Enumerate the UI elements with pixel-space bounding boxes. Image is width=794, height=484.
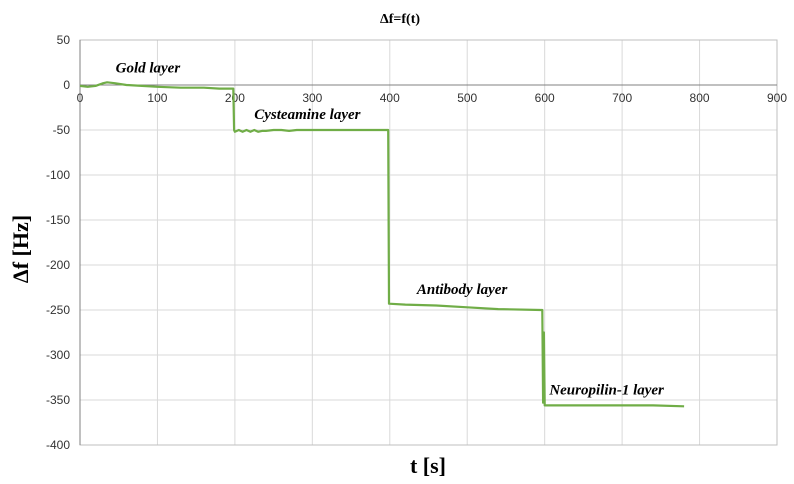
- y-tick-label: -50: [53, 123, 71, 137]
- x-axis-title: t [s]: [410, 453, 446, 478]
- y-tick-label: -350: [46, 393, 70, 407]
- annotation-label: Antibody layer: [416, 282, 508, 298]
- x-tick-label: 900: [767, 91, 787, 105]
- plot-area-border: [79, 39, 778, 446]
- x-tick-label: 700: [612, 91, 632, 105]
- y-tick-label: -150: [46, 213, 70, 227]
- x-tick-label: 100: [147, 91, 167, 105]
- y-tick-label: -400: [46, 438, 70, 452]
- x-tick-labels: 0 100 200 300 400 500 600 700 800 900: [77, 91, 788, 105]
- y-tick-label: -200: [46, 258, 70, 272]
- x-tick-label: 0: [77, 91, 84, 105]
- y-axis-title: Δf [Hz]: [8, 215, 33, 283]
- y-tick-label: 50: [57, 33, 71, 47]
- y-tick-label: -300: [46, 348, 70, 362]
- annotation-label: Neuropilin-1 layer: [548, 383, 664, 399]
- x-tick-label: 300: [302, 91, 322, 105]
- series-line: [79, 81, 685, 408]
- annotations: Gold layer Cysteamine layer Antibody layer…: [116, 60, 664, 398]
- series-group: [79, 81, 685, 408]
- x-tick-label: 500: [457, 91, 477, 105]
- x-tick-label: 800: [690, 91, 710, 105]
- x-tick-label: 400: [380, 91, 400, 105]
- y-tick-labels: 50 0 -50 -100 -150 -200 -250 -300 -350 -400: [46, 33, 70, 452]
- x-tick-label: 600: [535, 91, 555, 105]
- annotation-label: Gold layer: [116, 60, 181, 76]
- chart-title: Δf=f(t): [380, 12, 420, 27]
- y-tick-label: 0: [63, 78, 70, 92]
- y-tick-label: -100: [46, 168, 70, 182]
- y-tick-label: -250: [46, 303, 70, 317]
- x-tick-label: 200: [225, 91, 245, 105]
- gridlines: [79, 39, 778, 446]
- annotation-label: Cysteamine layer: [254, 107, 360, 123]
